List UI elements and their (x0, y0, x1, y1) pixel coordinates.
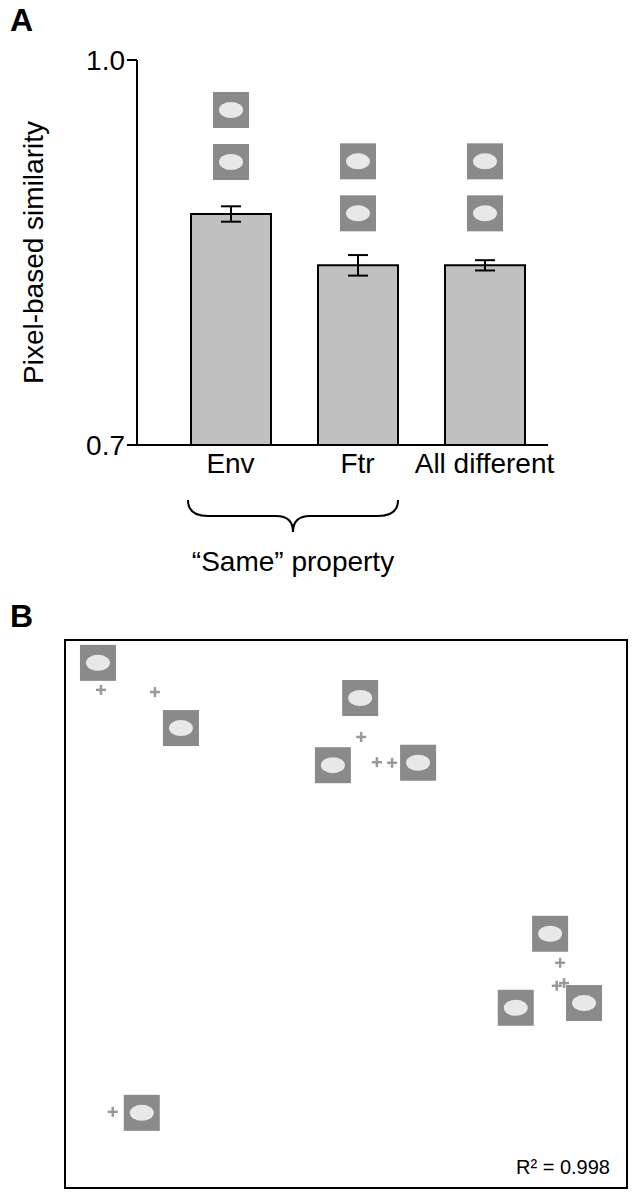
svg-text:1.0: 1.0 (86, 45, 125, 76)
svg-text:All different: All different (415, 448, 555, 479)
svg-text:Ftr: Ftr (340, 448, 374, 479)
html-text:A: A (10, 2, 34, 38)
svg-text:Env: Env (206, 448, 254, 479)
html-text:R² = 0.998: R² = 0.998 (516, 1156, 610, 1178)
svg-text:0.7: 0.7 (86, 430, 125, 461)
html-text:B: B (10, 598, 34, 634)
html-text:“Same” property: “Same” property (191, 546, 395, 577)
svg-text:Pixel-based similarity: Pixel-based similarity (18, 121, 49, 384)
